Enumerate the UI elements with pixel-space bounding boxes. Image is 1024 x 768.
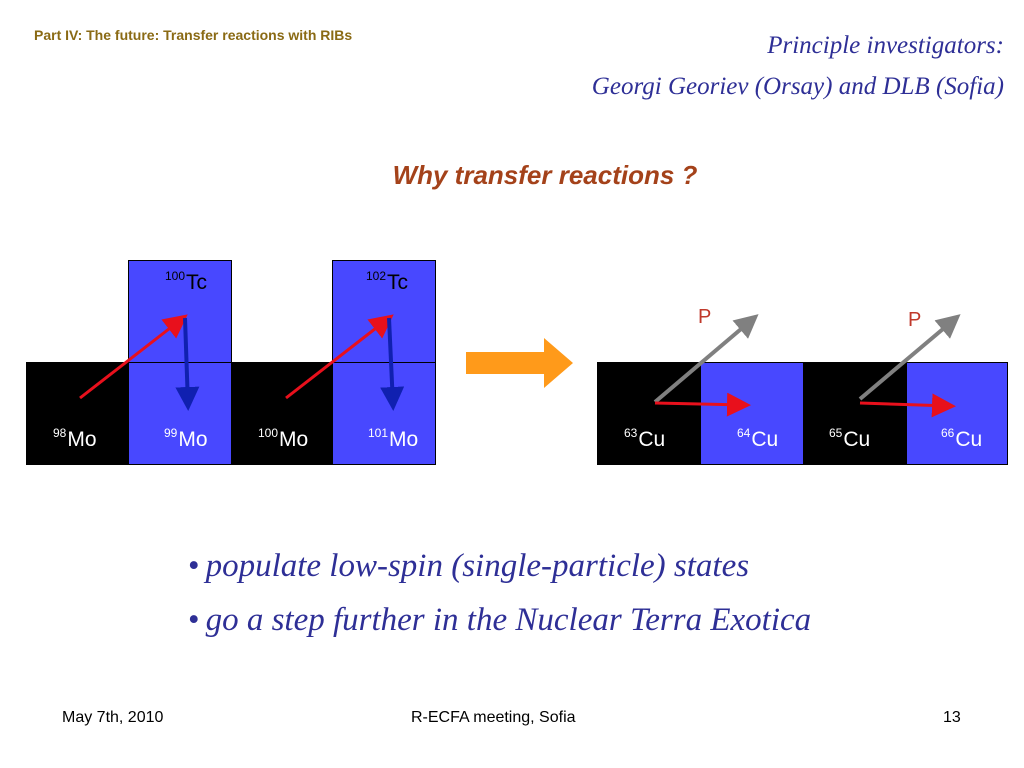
cell-mo-101 [332,362,436,465]
proton-label-1: P [698,306,712,328]
red-arrow-100mo-to-102tc [285,314,394,400]
nuclide-label-mo-98: 98Mo [53,426,97,451]
orange-arrow-icon [466,338,573,388]
red-arrow-98mo-to-100tc [79,314,188,400]
footer-meeting: R-ECFA meeting, Sofia [411,709,576,726]
cell-cu-64 [700,362,804,465]
footer-date: May 7th, 2010 [62,709,164,726]
grey-arrow-proton-2 [858,314,961,401]
red-arrow-63cu-to-64cu [654,392,751,417]
blue-arrow-100tc-to-99mo [175,317,200,411]
nuclide-label-cu-63: 63Cu [624,426,666,451]
footer-page-number: 13 [943,709,961,726]
cell-tc-102 [332,260,436,363]
nuclide-label-tc-100: 100Tc [165,269,208,294]
nuclide-label-mo-99: 99Mo [164,426,208,451]
nuclide-label-cu-64: 64Cu [737,426,779,451]
bullet-1: • populate low-spin (single-particle) sta… [188,548,750,584]
grey-arrow-proton-1 [653,314,759,404]
red-arrow-65cu-to-66cu [859,393,956,418]
nuclide-label-cu-66: 66Cu [941,426,983,451]
principal-investigators-names: Georgi Georiev (Orsay) and DLB (Sofia) [591,73,1004,100]
cell-cu-66 [906,362,1008,465]
proton-label-2: P [908,309,922,331]
bullet-2: • go a step further in the Nuclear Terra … [188,602,812,638]
cell-mo-99 [128,362,232,465]
cell-mo-100 [231,362,335,465]
nuclide-label-cu-65: 65Cu [829,426,871,451]
principal-investigators-label: Principle investigators: [767,32,1004,59]
slide-heading: Why transfer reactions ? [392,160,698,190]
blue-arrow-102tc-to-101mo [380,317,405,411]
nuclide-label-mo-100: 100Mo [258,426,309,451]
part-title: Part IV: The future: Transfer reactions … [34,27,353,43]
nuclide-label-tc-102: 102Tc [366,269,409,294]
nuclide-label-mo-101: 101Mo [368,426,419,451]
